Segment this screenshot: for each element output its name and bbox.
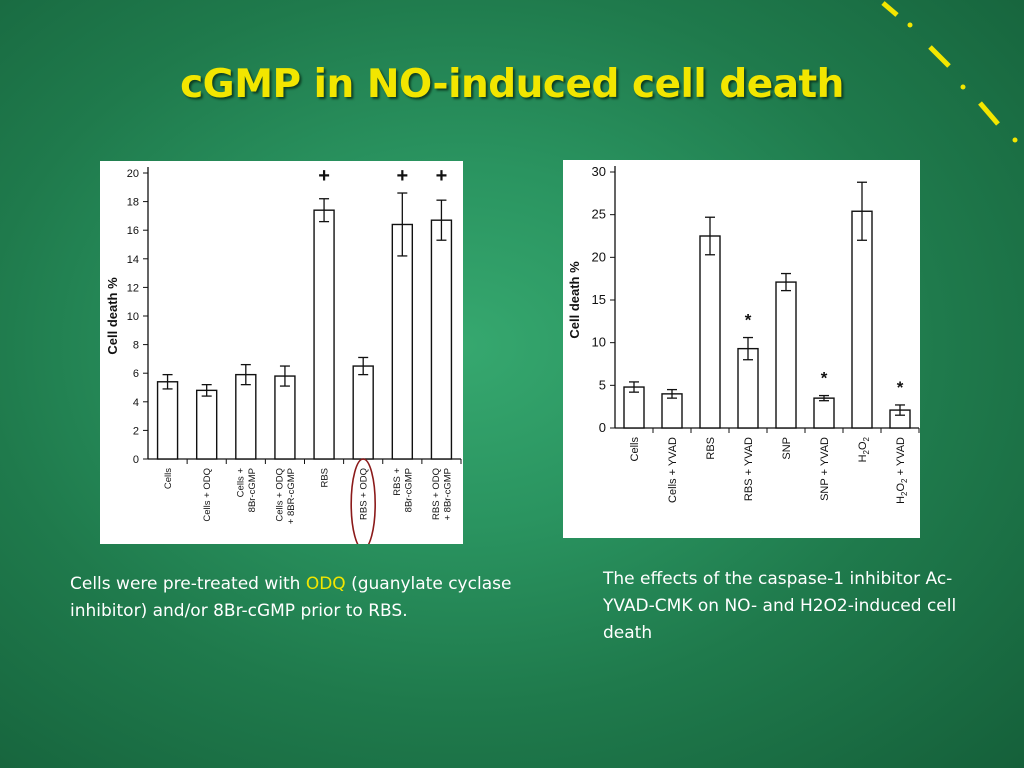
y-tick-label: 12 xyxy=(127,282,139,294)
bar xyxy=(699,235,721,429)
y-tick-label: 20 xyxy=(127,168,139,180)
category-label: Cells + xyxy=(235,468,246,498)
category-label: Cells + ODQ xyxy=(202,468,213,522)
category-label: H2O2 xyxy=(857,436,871,462)
bar xyxy=(235,373,257,460)
significance-marker: * xyxy=(745,311,752,330)
caption-left-text-2: (guanylate cyclase inhibitor) and/or 8Br… xyxy=(70,574,512,621)
caption-right: The effects of the caspase-1 inhibitor A… xyxy=(603,569,957,643)
bar xyxy=(737,347,759,429)
category-label: RBS + ODQ xyxy=(431,468,442,520)
y-tick-label: 8 xyxy=(133,340,139,352)
category-label: RBS + ODQ xyxy=(359,468,370,520)
y-tick-label: 16 xyxy=(127,225,139,237)
y-tick-label: 10 xyxy=(592,335,606,350)
y-axis-title: Cell death % xyxy=(105,277,120,355)
bar xyxy=(274,375,296,460)
caption-left: Cells were pre-treated with ODQ (guanyla… xyxy=(70,571,550,625)
y-tick-label: 25 xyxy=(592,207,606,222)
slide-title: cGMP in NO-induced cell death xyxy=(180,62,844,107)
bar xyxy=(851,210,873,429)
label-part: H xyxy=(895,496,907,504)
bar xyxy=(391,223,414,460)
category-label: Cells + ODQ xyxy=(275,468,286,522)
y-tick-label: 6 xyxy=(133,368,139,380)
caption-left-text-1: Cells were pre-treated with xyxy=(70,574,306,594)
subscript: 2 xyxy=(900,491,909,496)
bar xyxy=(623,386,645,429)
bar xyxy=(775,281,797,429)
bar xyxy=(156,381,179,460)
highlight-circle xyxy=(350,458,376,544)
y-axis-title: Cell death % xyxy=(567,261,582,339)
label-part: + YVAD xyxy=(895,437,907,479)
subscript: 2 xyxy=(862,436,871,441)
y-tick-label: 20 xyxy=(592,249,606,264)
category-label: Cells + YVAD xyxy=(667,437,679,503)
y-tick-label: 30 xyxy=(592,164,606,179)
subscript: 2 xyxy=(862,449,871,454)
y-tick-label: 14 xyxy=(127,254,139,266)
label-part: O xyxy=(857,441,869,450)
chart-0-plot: 0 2 4 6 8 10 12 14 16 18 20 Cell death % Cells Cells … xyxy=(105,165,462,544)
category-label: SNP xyxy=(781,437,793,460)
y-tick-label: 2 xyxy=(133,425,139,437)
category-label: SNP + YVAD xyxy=(819,437,831,501)
caption-left-highlight: ODQ xyxy=(305,574,346,594)
y-tick-label: 18 xyxy=(127,197,139,209)
category-label: 8Br-cGMP xyxy=(403,468,414,512)
chart-left: 0 2 4 6 8 10 12 14 16 18 20 Cell death % Cells Cells … xyxy=(105,165,462,544)
bar xyxy=(813,397,835,429)
significance-marker: + xyxy=(396,165,408,187)
significance-marker: * xyxy=(897,378,904,397)
y-tick-label: 5 xyxy=(599,377,606,392)
bar xyxy=(661,393,683,429)
bar xyxy=(195,389,218,460)
bar xyxy=(352,365,374,460)
label-part: H xyxy=(857,454,869,462)
chart-panel-left: 0 2 4 6 8 10 12 14 16 18 20 Cell death % Cells Cells … xyxy=(100,161,463,544)
bar xyxy=(313,209,335,460)
dot-1 xyxy=(907,22,913,28)
bar xyxy=(430,219,453,460)
chart-panel-right: 0 5 10 15 20 25 30 Cell death % Cells Cells + YVA… xyxy=(563,160,920,538)
category-label: + 8BR-cGMP xyxy=(286,468,297,524)
category-label: RBS + YVAD xyxy=(743,437,755,501)
y-tick-label: 10 xyxy=(127,311,139,323)
category-label: 8Br-cGMP xyxy=(247,468,258,512)
y-tick-label: 0 xyxy=(599,420,606,435)
y-tick-label: 15 xyxy=(592,292,606,307)
category-label: Cells xyxy=(163,468,174,489)
category-label: H2O2 + YVAD xyxy=(895,437,909,504)
category-label: RBS xyxy=(319,468,330,488)
label-part: O xyxy=(895,483,907,492)
chart-right: 0 5 10 15 20 25 30 Cell death % Cells Cells + YVA… xyxy=(567,164,920,504)
subscript: 2 xyxy=(900,478,909,483)
chart-1-plot: 0 5 10 15 20 25 30 Cell death % Cells Cells + YVA… xyxy=(567,164,920,504)
category-label: RBS xyxy=(705,437,717,460)
significance-marker: * xyxy=(821,369,828,388)
dot-3 xyxy=(1012,137,1018,143)
category-label: + 8Br-cGMP xyxy=(443,468,454,521)
significance-marker: + xyxy=(436,165,448,187)
dash-1 xyxy=(881,1,899,17)
y-tick-label: 0 xyxy=(133,454,139,466)
significance-marker: + xyxy=(318,165,330,187)
y-tick-label: 4 xyxy=(133,397,139,409)
category-label: Cells xyxy=(629,437,641,462)
category-label: RBS + xyxy=(392,468,403,496)
